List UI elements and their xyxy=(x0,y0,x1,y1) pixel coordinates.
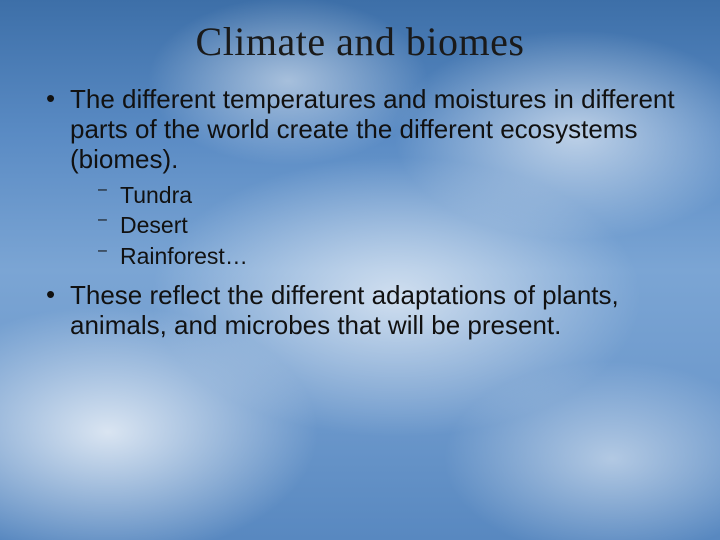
sub-bullet-text: Tundra xyxy=(120,182,192,208)
sub-bullet-list: Tundra Desert Rainforest… xyxy=(70,181,680,271)
bullet-text: The different temperatures and moistures… xyxy=(70,84,675,174)
sub-bullet-item: Desert xyxy=(98,211,680,240)
sub-bullet-text: Desert xyxy=(120,212,188,238)
slide-title: Climate and biomes xyxy=(0,0,720,65)
bullet-list: The different temperatures and moistures… xyxy=(40,85,680,341)
bullet-text: These reflect the different adaptations … xyxy=(70,280,619,340)
bullet-item: These reflect the different adaptations … xyxy=(40,281,680,341)
sub-bullet-item: Tundra xyxy=(98,181,680,210)
slide-body: The different temperatures and moistures… xyxy=(0,65,720,341)
slide: Climate and biomes The different tempera… xyxy=(0,0,720,540)
bullet-item: The different temperatures and moistures… xyxy=(40,85,680,271)
sub-bullet-text: Rainforest… xyxy=(120,243,248,269)
sub-bullet-item: Rainforest… xyxy=(98,242,680,271)
